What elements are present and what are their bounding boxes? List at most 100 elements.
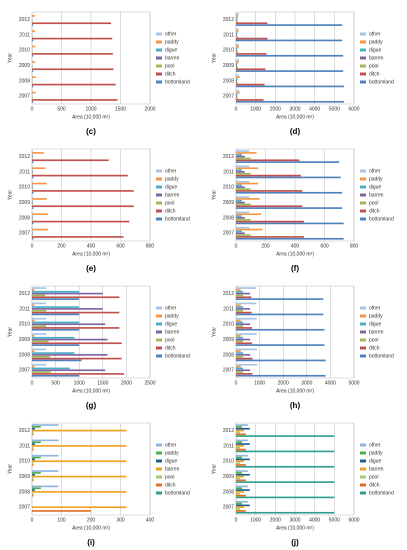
bar [236, 15, 238, 17]
legend-swatch [156, 467, 162, 471]
bar [32, 159, 109, 162]
bar [236, 47, 238, 50]
bar [236, 431, 240, 434]
x-tick-label: 3000 [301, 380, 312, 386]
bar [236, 68, 266, 71]
bar [32, 81, 33, 84]
legend-swatch [360, 451, 366, 455]
bar [236, 171, 245, 173]
legend-label: ditch [369, 345, 380, 351]
legend-label: barren [369, 466, 384, 472]
x-axis-label: Area (10,000 m²) [72, 388, 110, 394]
bar [32, 328, 80, 331]
y-tick-label: 2012 [19, 428, 30, 434]
bar [236, 454, 248, 457]
legend-label: ditch [165, 345, 176, 351]
legend-swatch [156, 475, 162, 479]
legend-swatch [156, 40, 162, 44]
legend-label: other [369, 442, 381, 448]
y-tick-label: 2010 [223, 48, 234, 54]
bar [236, 435, 335, 437]
legend-label: ditch [165, 71, 176, 77]
legend-swatch [360, 56, 366, 60]
bar [32, 470, 59, 472]
bar [32, 350, 35, 353]
x-tick-label: 200 [87, 517, 96, 523]
legend-swatch [156, 48, 162, 52]
legend-swatch [156, 177, 162, 181]
bar [32, 37, 113, 40]
bar [236, 201, 245, 204]
bar [32, 22, 112, 25]
bar [32, 20, 33, 23]
y-tick-label: 2008 [19, 215, 30, 221]
bar [236, 70, 344, 72]
bar [236, 369, 251, 372]
bar [236, 91, 240, 94]
legend-label: bottomland [165, 490, 190, 496]
bar [236, 85, 345, 88]
y-tick-label: 2011 [223, 169, 234, 175]
bar [236, 464, 246, 466]
bar [32, 309, 47, 312]
bar [32, 287, 47, 289]
bar [32, 172, 33, 175]
bar [236, 188, 251, 190]
bar [236, 470, 248, 472]
bar [32, 190, 134, 192]
y-tick-label: 2009 [19, 474, 30, 480]
bar [32, 374, 80, 377]
x-tick-label: 500 [57, 106, 66, 112]
bar [236, 100, 345, 103]
bar [32, 61, 36, 63]
bar [32, 182, 47, 185]
x-tick-label: 0 [235, 517, 238, 523]
legend-label: pool [165, 63, 174, 69]
bar [32, 74, 33, 77]
bar [236, 340, 244, 343]
bar [32, 342, 122, 345]
bar [236, 338, 251, 341]
bar [236, 81, 238, 84]
bar [236, 174, 301, 177]
bar [236, 450, 335, 453]
bar [32, 354, 108, 356]
bar [236, 511, 335, 514]
x-tick-label: 0 [31, 243, 34, 249]
bar [236, 319, 241, 322]
bar [32, 167, 46, 170]
legend-label: bottomland [165, 353, 190, 359]
bar [32, 203, 33, 206]
bar [32, 306, 80, 308]
legend-label: barren [369, 329, 384, 335]
legend-swatch [156, 330, 162, 334]
legend-label: bottomland [165, 216, 190, 222]
bar [236, 292, 251, 295]
y-axis-label: Year [211, 190, 217, 200]
legend-label: digue [369, 184, 381, 190]
bar [32, 458, 35, 461]
x-tick-label: 1500 [97, 380, 108, 386]
bar [236, 165, 250, 168]
bar [32, 220, 130, 223]
bar [236, 74, 239, 77]
x-tick-label: 500 [51, 380, 60, 386]
bar [236, 186, 245, 189]
bar [236, 290, 244, 293]
bar [236, 294, 244, 297]
x-tick-label: 2000 [270, 106, 281, 112]
y-tick-label: 2012 [19, 17, 30, 23]
legend-swatch [156, 451, 162, 455]
bar [32, 338, 108, 341]
bar [32, 39, 34, 42]
bar [236, 34, 237, 36]
x-tick-label: 1000 [74, 380, 85, 386]
bar [236, 155, 245, 158]
y-tick-label: 2010 [19, 322, 30, 328]
x-axis-label: Area (10,000 m²) [72, 114, 110, 120]
bar [236, 342, 253, 345]
legend-swatch [360, 185, 366, 189]
bar [236, 234, 251, 236]
bar [236, 62, 238, 65]
bar [236, 504, 250, 507]
